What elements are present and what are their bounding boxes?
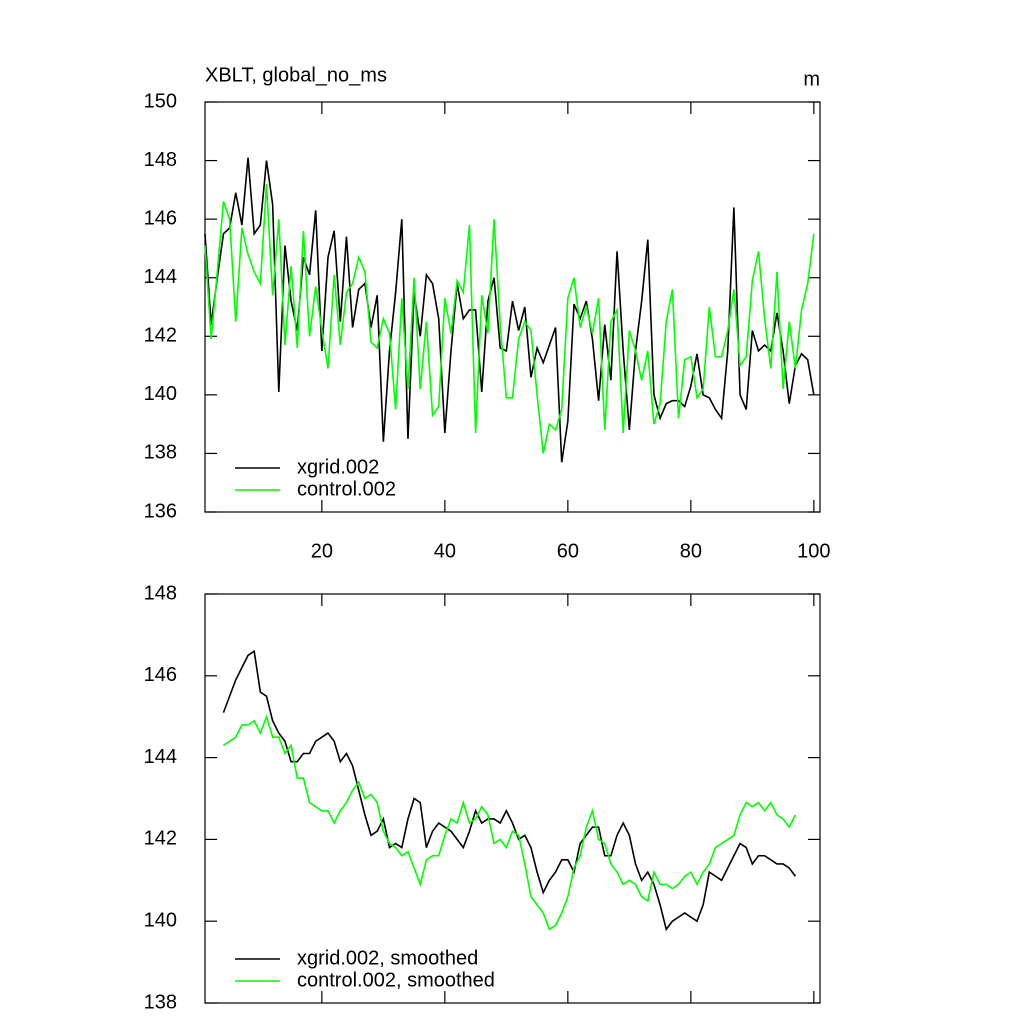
y-tick-label: 142 — [144, 325, 177, 347]
x-tick-label: 100 — [797, 540, 830, 562]
legend-label: control.002, smoothed — [297, 969, 495, 991]
y-tick-label: 144 — [144, 746, 177, 768]
data-line — [204, 183, 815, 454]
y-tick-label: 146 — [144, 664, 177, 686]
plot-frame — [204, 593, 821, 1004]
y-tick-label: 150 — [144, 90, 177, 112]
y-tick-label: 144 — [144, 266, 177, 288]
y-tick-label: 140 — [144, 383, 177, 405]
chart-units: m — [803, 68, 820, 90]
x-tick-label: 40 — [434, 540, 456, 562]
data-line — [222, 649, 797, 932]
y-tick-label: 140 — [144, 909, 177, 931]
x-tick-label: 60 — [557, 540, 579, 562]
data-line — [204, 157, 815, 463]
data-line — [223, 714, 797, 931]
legend-label: xgrid.002, smoothed — [297, 947, 478, 969]
y-tick-label: 148 — [144, 582, 177, 604]
y-tick-label: 136 — [144, 500, 177, 522]
legend-label: control.002 — [297, 478, 396, 500]
y-tick-label: 138 — [144, 442, 177, 464]
y-tick-label: 146 — [144, 207, 177, 229]
x-tick-label: 20 — [311, 540, 333, 562]
chart-title: XBLT, global_no_ms — [205, 64, 387, 86]
x-tick-label: 80 — [680, 540, 702, 562]
y-tick-label: 138 — [144, 991, 177, 1013]
plot-frame — [204, 101, 821, 513]
y-tick-label: 142 — [144, 828, 177, 850]
legend-label: xgrid.002 — [297, 456, 379, 478]
y-tick-label: 148 — [144, 149, 177, 171]
